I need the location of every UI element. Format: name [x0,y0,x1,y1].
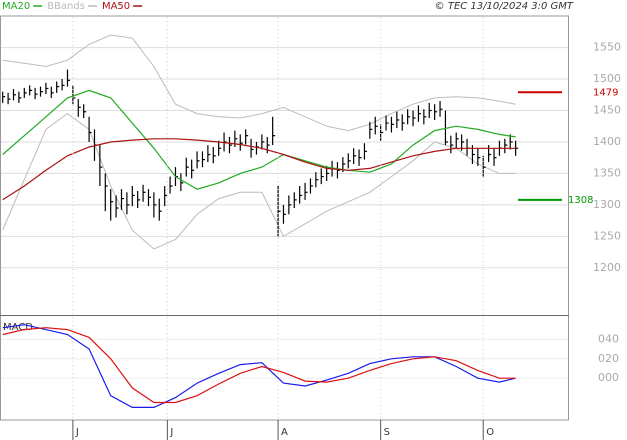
y-tick-label: 1500 [593,72,621,85]
legend-label: BBands [47,1,85,12]
price-level-label: 1308 [568,195,593,206]
y-tick-label: 1250 [593,229,621,242]
bollinger-band [2,34,516,132]
x-tick-label: J [75,427,79,438]
moving-average-line [2,138,516,201]
y-tick-label: 020 [598,352,619,365]
x-tick-label: S [384,427,390,438]
legend-label: MA50 [102,1,130,12]
y-tick-label: 1400 [593,135,621,148]
y-tick-label: 1350 [593,166,621,179]
plot-frame [0,15,569,421]
y-tick-label: 040 [598,332,619,345]
macd-line [2,327,516,404]
panel-title: MACD [3,322,33,333]
y-tick-label: 1200 [593,261,621,274]
y-tick-label: 000 [598,371,619,384]
x-tick-label: O [486,427,494,438]
copyright: © TEC 13/10/2024 3:0 GMT [435,1,574,12]
y-tick-label: 1300 [593,198,621,211]
y-tick-label: 1550 [593,41,621,54]
x-tick-label: J [169,427,173,438]
legend: MA20 BBands MA50 [2,1,143,12]
y-tick-label: 1450 [593,103,621,116]
legend-label: MA20 [2,1,30,12]
x-tick-label: A [281,427,288,438]
price-level-label: 1479 [593,87,618,98]
moving-average-line [2,89,516,190]
